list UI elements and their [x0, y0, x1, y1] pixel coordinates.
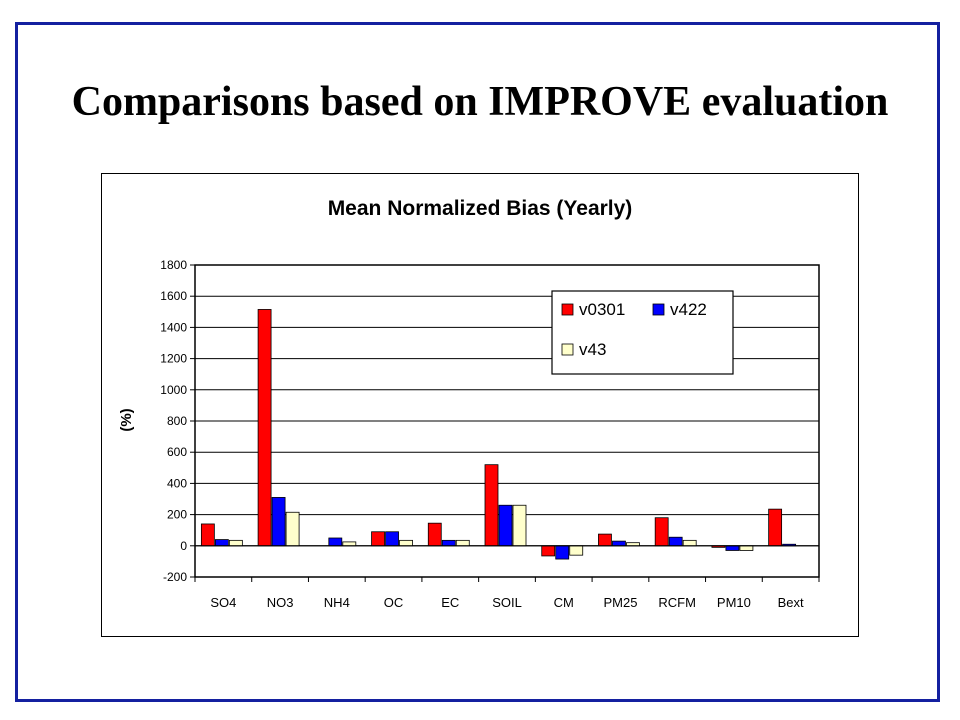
bar-v0301-PM25	[598, 533, 612, 547]
y-tick-label: 1000	[160, 383, 187, 397]
y-tick-label: -200	[163, 570, 187, 584]
bar-chart: Mean Normalized Bias (Yearly) (%) -200 0 2…	[118, 197, 820, 610]
y-tick-label: 1800	[160, 258, 187, 272]
bar-v43-SO4	[228, 539, 243, 547]
bar-v0301-SO4	[200, 523, 215, 547]
bar-v0301-EC	[427, 522, 442, 547]
x-tick-label: CM	[554, 595, 574, 610]
chart-frame: Mean Normalized Bias (Yearly) (%) -200 0 2…	[101, 173, 859, 637]
bar-v0301-Bext	[768, 508, 783, 547]
x-tick-label: SOIL	[492, 595, 522, 610]
x-tick-label: SO4	[210, 595, 236, 610]
bar-v422-OC	[385, 531, 399, 547]
bar-v422-PM25	[612, 540, 626, 547]
x-tick-label: NH4	[324, 595, 350, 610]
bar-v0301-OC	[371, 531, 385, 547]
slide-title: Comparisons based on IMPROVE evaluation	[71, 79, 889, 125]
y-tick-label: 1600	[160, 289, 187, 303]
bar-v43-NO3	[285, 511, 300, 547]
x-tick-label: EC	[441, 595, 459, 610]
bar-v422-SO4	[214, 539, 229, 547]
legend-label-v422: v422	[670, 300, 707, 319]
chart-legend: v0301 v422 v43	[551, 290, 734, 375]
bar-v43-OC	[399, 539, 413, 547]
legend-label-v0301: v0301	[579, 300, 625, 319]
y-tick-label: 200	[167, 508, 187, 522]
chart-title: Mean Normalized Bias (Yearly)	[328, 197, 633, 220]
x-tick-label: PM10	[717, 595, 751, 610]
bar-v0301-SOIL	[484, 464, 499, 547]
bar-v422-PM10	[725, 545, 740, 551]
bar-v422-SOIL	[498, 504, 513, 547]
plot-border	[194, 264, 820, 578]
slide-border	[15, 22, 940, 702]
y-tick-label: 1400	[160, 320, 187, 334]
legend-box	[551, 290, 734, 375]
y-tick-label: 400	[167, 476, 187, 490]
bar-v0301-RCFM	[654, 517, 669, 547]
legend-swatch-v0301	[561, 303, 574, 316]
bar-v422-EC	[441, 539, 456, 547]
bar-v422-CM	[555, 545, 570, 560]
y-axis-label: (%)	[118, 408, 135, 431]
bar-v422-RCFM	[668, 536, 683, 547]
bar-v422-NH4	[328, 537, 343, 547]
y-tick-label: 800	[167, 414, 187, 428]
x-tick-label: PM25	[603, 595, 637, 610]
bar-v43-SOIL	[512, 504, 527, 547]
legend-label-v43: v43	[579, 340, 606, 359]
bar-v43-PM10	[739, 545, 754, 551]
x-tick-label: RCFM	[658, 595, 696, 610]
bar-v43-RCFM	[682, 539, 697, 547]
bar-v0301-CM	[541, 545, 556, 557]
y-tick-label: 600	[167, 445, 187, 459]
bar-v422-NO3	[271, 497, 286, 547]
x-tick-label: Bext	[778, 595, 804, 610]
legend-swatch-v43	[561, 343, 574, 356]
bar-v43-CM	[569, 545, 584, 556]
x-tick-label: NO3	[267, 595, 294, 610]
y-tick-label: 1200	[160, 352, 187, 366]
y-tick-label: 0	[180, 539, 187, 553]
bar-v0301-NO3	[257, 309, 272, 547]
legend-swatch-v422	[652, 303, 665, 316]
x-tick-label: OC	[384, 595, 404, 610]
bar-v43-EC	[455, 539, 470, 547]
